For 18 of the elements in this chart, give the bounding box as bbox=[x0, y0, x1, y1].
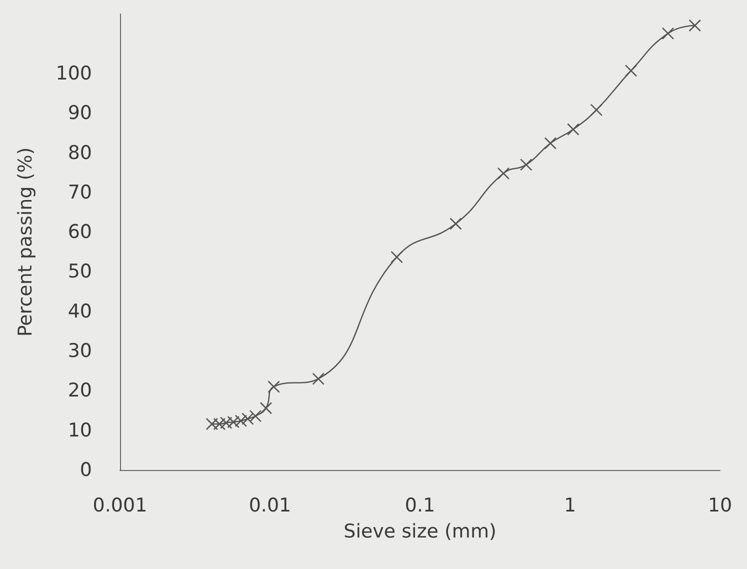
x-axis-title: Sieve size (mm) bbox=[344, 520, 496, 542]
x-tick-label: 0.1 bbox=[404, 494, 436, 516]
y-tick-label: 40 bbox=[68, 300, 92, 322]
x-tick-label: 10 bbox=[708, 494, 732, 516]
y-tick-label: 0 bbox=[80, 459, 92, 481]
y-tick-label: 80 bbox=[68, 142, 92, 164]
x-tick-label: 1 bbox=[564, 494, 576, 516]
y-tick-label: 70 bbox=[68, 181, 92, 204]
y-tick-label: 30 bbox=[68, 340, 92, 362]
y-tick-label: 20 bbox=[68, 380, 92, 402]
x-tick-label: 0.001 bbox=[92, 494, 148, 516]
y-axis-title: Percent passing (%) bbox=[14, 147, 36, 337]
y-tick-label: 10 bbox=[68, 419, 92, 442]
y-tick-label: 50 bbox=[68, 260, 92, 283]
y-tick-label: 60 bbox=[68, 221, 92, 244]
y-tick-label: 90 bbox=[68, 102, 92, 124]
y-tick-label: 100 bbox=[56, 62, 92, 84]
x-tick-label: 0.01 bbox=[248, 494, 292, 516]
